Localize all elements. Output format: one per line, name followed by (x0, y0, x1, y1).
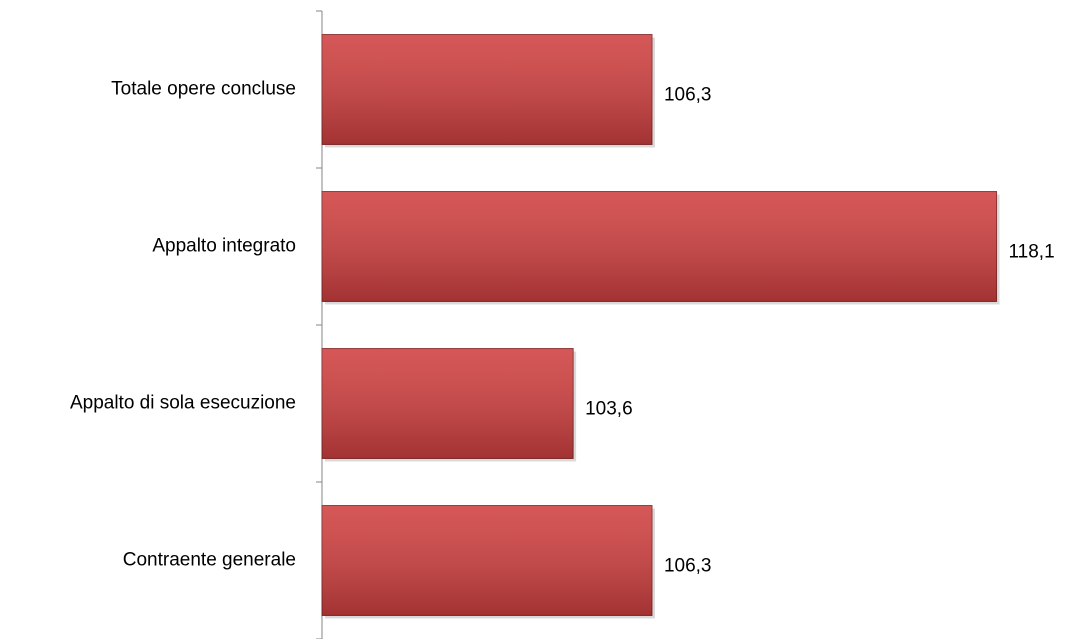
bar (321, 191, 998, 302)
value-label: 106,3 (664, 556, 712, 577)
value-label: 103,6 (585, 399, 633, 420)
y-tick-label: Totale opere concluse (111, 79, 296, 100)
bar (321, 505, 653, 616)
y-tick-label: Appalto integrato (152, 236, 296, 257)
y-tick-label: Appalto di sola esecuzione (70, 393, 296, 414)
bar (321, 34, 653, 145)
value-label: 118,1 (1009, 242, 1055, 263)
value-label: 106,3 (664, 85, 712, 106)
bar (321, 348, 574, 459)
y-tick-label: Contraente generale (123, 550, 296, 571)
